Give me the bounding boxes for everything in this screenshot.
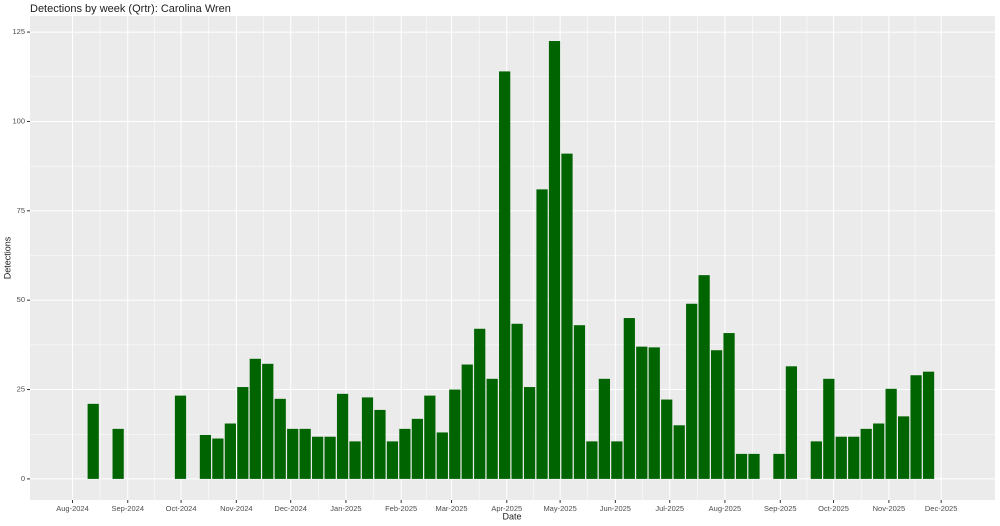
- bars: [87, 41, 935, 479]
- bar: [773, 453, 785, 479]
- y-tick-label: 25: [17, 385, 25, 394]
- y-tick-label: 100: [12, 116, 25, 125]
- bar: [312, 436, 324, 479]
- bar: [673, 425, 685, 479]
- bar: [436, 432, 448, 479]
- bar: [723, 333, 735, 479]
- x-tick-label: Aug-2024: [56, 504, 89, 513]
- bar: [523, 387, 536, 479]
- bar: [686, 303, 698, 479]
- bar: [623, 318, 635, 479]
- x-tick-label: Jun-2025: [600, 504, 631, 513]
- bar: [835, 436, 847, 479]
- bar: [212, 438, 224, 479]
- bar: [885, 388, 897, 479]
- bar: [224, 423, 236, 479]
- bar: [922, 371, 935, 479]
- bar: [262, 363, 274, 479]
- x-tick-label: Dec-2025: [925, 504, 958, 513]
- x-tick-label: Apr-2025: [491, 504, 522, 513]
- x-tick-label: May-2025: [543, 504, 576, 513]
- bar: [474, 328, 486, 479]
- x-tick-label: Nov-2025: [873, 504, 906, 513]
- bar: [324, 436, 336, 479]
- bar: [636, 346, 648, 479]
- bar: [386, 441, 399, 479]
- bar: [499, 71, 511, 479]
- x-tick-label: Jan-2025: [330, 504, 361, 513]
- x-tick-label: Oct-2024: [166, 504, 197, 513]
- bar: [299, 428, 311, 479]
- bar: [810, 441, 822, 479]
- bar: [511, 323, 523, 479]
- bar: [461, 364, 473, 479]
- bar: [287, 428, 299, 479]
- bar: [361, 397, 374, 479]
- bar: [199, 434, 212, 479]
- bar: [87, 403, 99, 479]
- bar: [860, 428, 872, 479]
- bar: [661, 399, 673, 479]
- bar: [611, 441, 623, 479]
- x-axis-label: Date: [502, 511, 521, 521]
- x-tick-label: Jul-2025: [655, 504, 684, 513]
- x-tick-label: Aug-2025: [709, 504, 742, 513]
- chart-title: Detections by week (Qrtr): Carolina Wren: [30, 3, 231, 15]
- bar: [399, 428, 411, 479]
- bar: [748, 453, 760, 479]
- y-tick-label: 50: [17, 295, 25, 304]
- x-tick-label: Dec-2024: [274, 504, 307, 513]
- bar: [424, 395, 436, 479]
- x-tick-label: Sep-2025: [764, 504, 797, 513]
- bar: [449, 389, 461, 479]
- bar: [112, 428, 124, 479]
- bar: [561, 153, 573, 479]
- bar: [735, 453, 748, 479]
- bar: [411, 418, 423, 479]
- x-tick-label: Sep-2024: [111, 504, 144, 513]
- bar: [573, 325, 586, 479]
- bar: [598, 378, 610, 479]
- bar: [349, 441, 361, 479]
- x-tick-label: Oct-2025: [818, 504, 849, 513]
- x-tick-label: Feb-2025: [385, 504, 417, 513]
- bar: [486, 378, 498, 479]
- bar: [237, 387, 249, 479]
- y-tick-label: 0: [21, 474, 25, 483]
- x-tick-label: Nov-2024: [220, 504, 253, 513]
- bar: [374, 409, 386, 479]
- y-tick-label: 125: [12, 27, 25, 36]
- bar: [710, 350, 723, 479]
- bar: [274, 398, 286, 479]
- bar: [536, 189, 548, 479]
- bar: [648, 347, 660, 479]
- bar: [848, 436, 860, 479]
- bar: [698, 275, 710, 479]
- bar: [785, 366, 798, 479]
- y-axis-label: Detections: [2, 236, 12, 279]
- bar: [823, 378, 835, 479]
- bar: [873, 423, 885, 479]
- bar: [548, 41, 561, 479]
- bar: [249, 358, 261, 479]
- x-tick-label: Mar-2025: [435, 504, 467, 513]
- bar: [586, 441, 598, 479]
- bar: [336, 393, 349, 479]
- bar: [174, 395, 187, 479]
- bar: [910, 375, 922, 479]
- y-tick-label: 75: [17, 206, 25, 215]
- bar: [898, 416, 910, 479]
